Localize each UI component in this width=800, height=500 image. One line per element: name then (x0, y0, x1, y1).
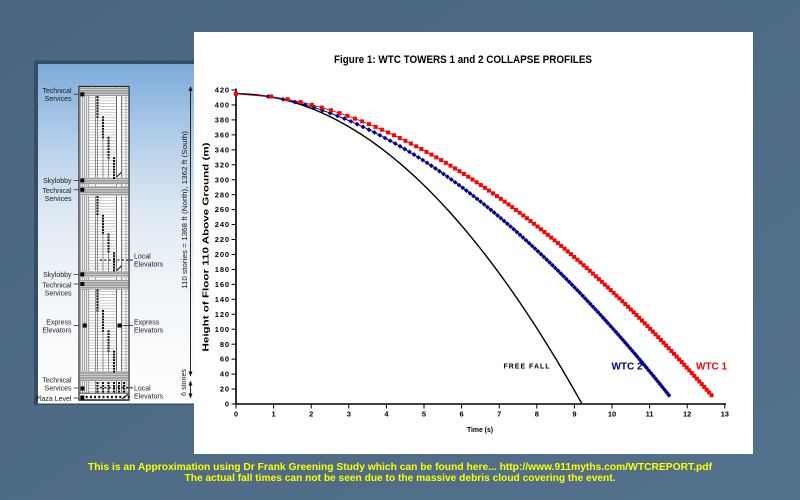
svg-text:40: 40 (220, 370, 230, 379)
svg-text:This is an Approximation using: This is an Approximation using Dr Frank … (88, 462, 713, 473)
svg-text:4: 4 (384, 410, 389, 419)
svg-text:Skylobby: Skylobby (43, 272, 72, 279)
svg-text:Elevators: Elevators (134, 261, 164, 268)
svg-text:Services: Services (45, 196, 72, 203)
svg-text:Time (s): Time (s) (467, 425, 493, 434)
svg-text:Figure 1: WTC TOWERS 1 and 2 C: Figure 1: WTC TOWERS 1 and 2 COLLAPSE PR… (334, 54, 592, 66)
svg-text:The actual fall times can not: The actual fall times can not be seen du… (185, 473, 616, 484)
svg-text:280: 280 (215, 190, 230, 199)
svg-text:Express: Express (46, 320, 72, 327)
svg-text:6 stories: 6 stories (181, 369, 188, 396)
svg-text:420: 420 (215, 86, 230, 95)
svg-text:120: 120 (215, 310, 230, 319)
svg-text:200: 200 (215, 250, 230, 259)
svg-text:80: 80 (220, 340, 230, 349)
svg-text:60: 60 (220, 355, 230, 364)
svg-text:Local: Local (134, 254, 151, 261)
svg-text:380: 380 (215, 116, 230, 125)
svg-text:180: 180 (215, 265, 230, 274)
svg-text:Technical: Technical (42, 283, 72, 290)
svg-text:Height of Floor 110 Above Grou: Height of Floor 110 Above Ground (m) (202, 142, 211, 351)
svg-text:240: 240 (215, 220, 230, 229)
svg-text:Elevators: Elevators (134, 327, 164, 334)
svg-text:8: 8 (535, 410, 539, 419)
svg-text:160: 160 (215, 280, 230, 289)
svg-text:Elevators: Elevators (134, 393, 164, 400)
svg-text:Plaza Level: Plaza Level (35, 396, 72, 403)
svg-text:2: 2 (309, 410, 313, 419)
svg-text:3: 3 (347, 410, 351, 419)
svg-text:320: 320 (215, 160, 230, 169)
svg-text:300: 300 (215, 175, 230, 184)
svg-text:WTC 1: WTC 1 (696, 362, 728, 373)
svg-text:9: 9 (572, 410, 576, 419)
svg-text:6: 6 (460, 410, 464, 419)
svg-text:0: 0 (234, 410, 238, 419)
svg-text:340: 340 (215, 145, 230, 154)
svg-text:Express: Express (134, 320, 160, 327)
svg-text:Technical: Technical (42, 188, 72, 195)
svg-text:Services: Services (45, 96, 72, 103)
svg-text:1: 1 (272, 410, 276, 419)
svg-text:Skylobby: Skylobby (43, 178, 72, 185)
svg-text:20: 20 (220, 385, 230, 394)
svg-text:Technical: Technical (42, 378, 72, 385)
svg-text:Services: Services (45, 290, 72, 297)
svg-text:Technical: Technical (42, 88, 72, 95)
svg-text:12: 12 (683, 410, 691, 419)
svg-text:Elevators: Elevators (42, 327, 72, 334)
svg-text:0: 0 (225, 400, 230, 409)
svg-text:140: 140 (215, 295, 230, 304)
svg-text:5: 5 (422, 410, 426, 419)
svg-text:WTC 2: WTC 2 (611, 362, 643, 373)
svg-text:10: 10 (608, 410, 616, 419)
svg-text:Local: Local (134, 386, 151, 393)
svg-text:360: 360 (215, 130, 230, 139)
svg-text:100: 100 (215, 325, 230, 334)
svg-text:FREE FALL: FREE FALL (503, 364, 550, 371)
svg-text:260: 260 (215, 205, 230, 214)
svg-text:110 stories = 1368 ft (North),: 110 stories = 1368 ft (North), 1362 ft (… (182, 131, 189, 289)
svg-text:7: 7 (497, 410, 501, 419)
svg-text:220: 220 (215, 235, 230, 244)
svg-text:11: 11 (646, 410, 654, 419)
svg-text:400: 400 (215, 101, 230, 110)
svg-text:Services: Services (45, 385, 72, 392)
svg-text:13: 13 (721, 410, 729, 419)
